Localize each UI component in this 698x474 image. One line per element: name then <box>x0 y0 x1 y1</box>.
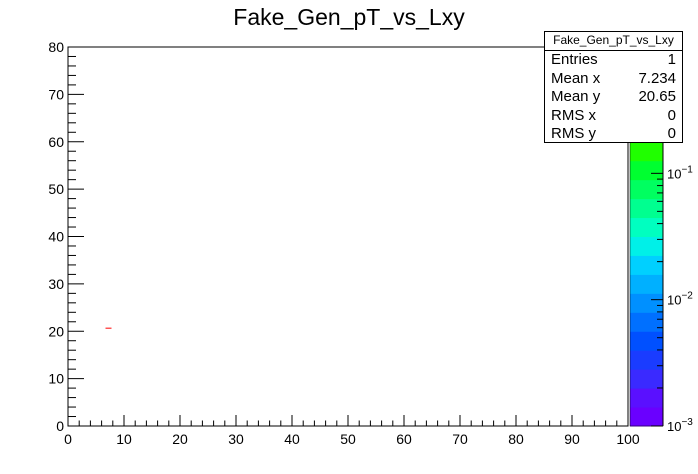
stats-label: RMS x <box>551 106 596 124</box>
palette-swatch <box>630 255 663 275</box>
stats-row: Entries 1 <box>545 51 682 70</box>
palette-swatch <box>630 217 663 237</box>
x-tick-label: 40 <box>284 431 300 447</box>
z-tick-label: 10−1 <box>667 164 693 181</box>
stats-label: Mean y <box>551 88 601 105</box>
stats-label: Mean x <box>551 69 601 87</box>
z-tick-base: 10 <box>667 293 681 308</box>
palette-swatch <box>630 179 663 200</box>
stats-row: RMS y 0 <box>545 125 682 144</box>
x-tick-label: 90 <box>564 431 580 447</box>
x-tick-label: 0 <box>64 431 72 447</box>
palette-swatch <box>630 312 663 332</box>
y-tick-label: 30 <box>48 276 64 292</box>
palette-swatch <box>630 350 663 370</box>
y-tick-label: 0 <box>56 418 64 434</box>
palette-swatch <box>630 274 663 294</box>
palette-swatch <box>630 160 663 181</box>
y-axis: 0 10 20 30 40 50 60 70 80 <box>48 39 84 434</box>
y-tick-label: 40 <box>48 229 64 245</box>
z-tick-exponent: −1 <box>681 164 693 175</box>
palette-swatch <box>630 369 663 389</box>
y-tick-label: 60 <box>48 134 64 150</box>
stats-rows: Entries 1 Mean x 7.234 Mean y 20.65 RMS x 0 RMS … <box>545 51 682 144</box>
stats-box-title: Fake_Gen_pT_vs_Lxy <box>545 32 682 51</box>
y-tick-label: 80 <box>48 39 64 55</box>
chart-title: Fake_Gen_pT_vs_Lxy <box>233 4 465 30</box>
stats-value: 7.234 <box>638 69 676 87</box>
palette-swatch <box>630 236 663 256</box>
z-tick-exponent: −2 <box>681 291 693 302</box>
palette-swatch <box>630 141 663 162</box>
palette-swatch <box>630 407 663 427</box>
stats-value: 20.65 <box>638 88 676 105</box>
stats-label: Entries <box>551 51 598 68</box>
z-tick-base: 10 <box>667 419 681 434</box>
stats-row: RMS x 0 <box>545 107 682 126</box>
stats-value: 1 <box>667 51 676 68</box>
x-tick-label: 10 <box>116 431 132 447</box>
x-tick-label: 60 <box>396 431 412 447</box>
x-tick-label: 30 <box>228 431 244 447</box>
stats-row: Mean y 20.65 <box>545 88 682 107</box>
palette-swatch <box>630 198 663 219</box>
x-tick-label: 100 <box>616 431 640 447</box>
stats-box: Fake_Gen_pT_vs_Lxy Entries 1 Mean x 7.234 Me… <box>544 31 683 143</box>
z-tick-base: 10 <box>667 166 681 181</box>
x-tick-label: 20 <box>172 431 188 447</box>
x-tick-label: 70 <box>452 431 468 447</box>
palette-swatch <box>630 331 663 351</box>
z-tick-exponent: −3 <box>681 417 693 428</box>
y-tick-label: 20 <box>48 323 64 339</box>
palette-swatch <box>630 388 663 408</box>
palette-swatch <box>630 293 663 313</box>
y-tick-label: 70 <box>48 86 64 102</box>
y-tick-label: 10 <box>48 371 64 387</box>
x-tick-label: 80 <box>508 431 524 447</box>
x-tick-label: 50 <box>340 431 356 447</box>
stats-row: Mean x 7.234 <box>545 70 682 89</box>
stats-value: 0 <box>667 106 676 124</box>
stats-label: RMS y <box>551 125 596 142</box>
color-palette <box>629 46 664 427</box>
x-axis: 0 10 20 30 40 50 60 70 80 90 100 <box>64 415 640 447</box>
z-tick-label: 10−2 <box>667 291 693 308</box>
stats-value: 0 <box>667 125 676 142</box>
z-tick-label: 10−3 <box>667 417 693 434</box>
y-tick-label: 50 <box>48 181 64 197</box>
